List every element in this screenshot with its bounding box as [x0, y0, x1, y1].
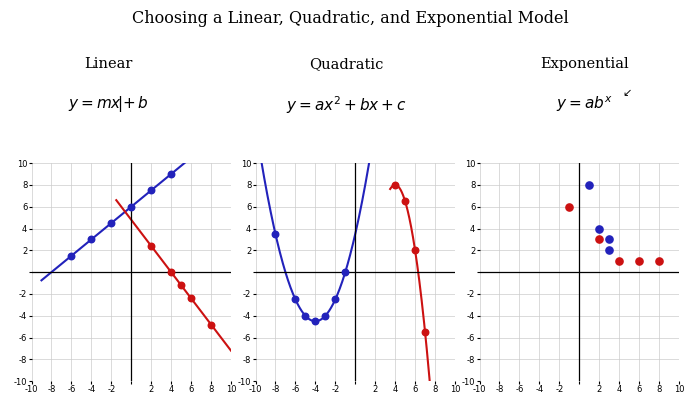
Text: Quadratic: Quadratic	[309, 57, 384, 71]
Point	[206, 321, 217, 328]
Point	[389, 182, 400, 188]
Point	[309, 318, 321, 324]
Point	[186, 295, 197, 301]
Point	[330, 296, 341, 303]
Text: Exponential: Exponential	[540, 57, 629, 71]
Point	[564, 204, 575, 210]
Point	[176, 282, 187, 288]
Text: $y = ab^x$: $y = ab^x$	[556, 94, 612, 114]
Text: $y = ax^2 + bx + c$: $y = ax^2 + bx + c$	[286, 94, 407, 116]
Point	[594, 225, 605, 231]
Text: Linear: Linear	[84, 57, 133, 71]
Point	[85, 236, 97, 242]
Point	[419, 329, 430, 335]
Point	[320, 313, 331, 319]
Point	[290, 296, 301, 303]
Point	[146, 187, 157, 193]
Point	[106, 220, 117, 226]
Point	[613, 258, 624, 264]
Point	[400, 198, 411, 204]
Point	[165, 171, 176, 177]
Point	[270, 231, 281, 237]
Point	[584, 182, 595, 188]
Point	[410, 247, 421, 253]
Point	[146, 243, 157, 249]
Point	[603, 247, 615, 253]
Text: $y = mx\!|{+}\,b$: $y = mx\!|{+}\,b$	[68, 94, 149, 114]
Point	[165, 269, 176, 275]
Point	[340, 269, 351, 275]
Text: $\swarrow$: $\swarrow$	[620, 88, 631, 98]
Point	[126, 204, 137, 210]
Point	[653, 258, 664, 264]
Point	[634, 258, 645, 264]
Text: Choosing a Linear, Quadratic, and Exponential Model: Choosing a Linear, Quadratic, and Expone…	[132, 10, 568, 27]
Point	[66, 253, 77, 259]
Point	[594, 236, 605, 242]
Point	[300, 313, 311, 319]
Point	[603, 236, 615, 242]
